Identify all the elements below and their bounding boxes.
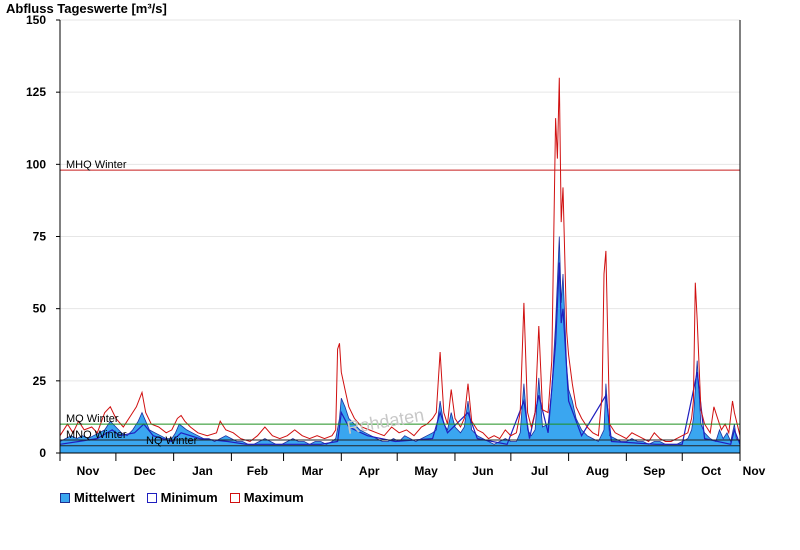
reference-label: MNQ Winter [66,429,127,441]
series-lines [59,77,741,446]
reference-lines: MHQ Winter MQ Winter MNQ Winter NQ Winter [60,159,740,447]
x-tick-label: Dec [134,464,156,478]
series-max-line [59,77,741,443]
chart-canvas: MHQ Winter MQ Winter MNQ Winter NQ Winter 0… [26,13,766,478]
x-tick-label: Sep [643,464,665,478]
y-tick-label: 125 [26,85,46,99]
legend: Mittelwert Minimum Maximum [60,490,304,505]
tick-labels: 0 25 50 75 100 125 150 Nov Dec Jan Feb Mar Apr May Jun… [26,13,766,478]
x-tick-label: Jun [472,464,493,478]
legend-swatch-min [146,492,157,503]
legend-item-mean: Mittelwert [60,490,135,505]
x-tick-label: Oct [701,464,721,478]
x-tick-label: Nov [743,464,766,478]
legend-label-min: Minimum [160,490,218,505]
axes [56,19,741,461]
series-min-line [59,262,741,446]
x-tick-label: Feb [247,464,268,478]
y-tick-label: 0 [39,446,46,460]
legend-item-min: Minimum [146,490,218,505]
gridlines [60,19,740,382]
x-tick-label: Mar [302,464,324,478]
y-tick-label: 75 [33,230,47,244]
watermark: Rohdaten [345,405,425,438]
legend-label-max: Maximum [243,490,304,505]
x-tick-label: Aug [586,464,609,478]
x-tick-label: May [414,464,438,478]
legend-swatch-max [229,492,240,503]
legend-item-max: Maximum [229,490,304,505]
y-tick-label: 100 [26,157,46,171]
y-tick-label: 150 [26,13,46,27]
reference-label: MHQ Winter [66,159,127,171]
x-tick-label: Jan [192,464,213,478]
legend-label-mean: Mittelwert [74,490,135,505]
chart-title: Abfluss Tageswerte [m³/s] [6,1,167,16]
x-tick-label: Nov [77,464,100,478]
legend-swatch-mean [60,492,70,503]
x-tick-label: Apr [359,464,380,478]
reference-label: NQ Winter [146,435,198,447]
x-tick-label: Jul [531,464,548,478]
y-tick-label: 50 [33,302,47,316]
reference-label: MQ Winter [66,413,119,425]
y-tick-label: 25 [33,374,47,388]
